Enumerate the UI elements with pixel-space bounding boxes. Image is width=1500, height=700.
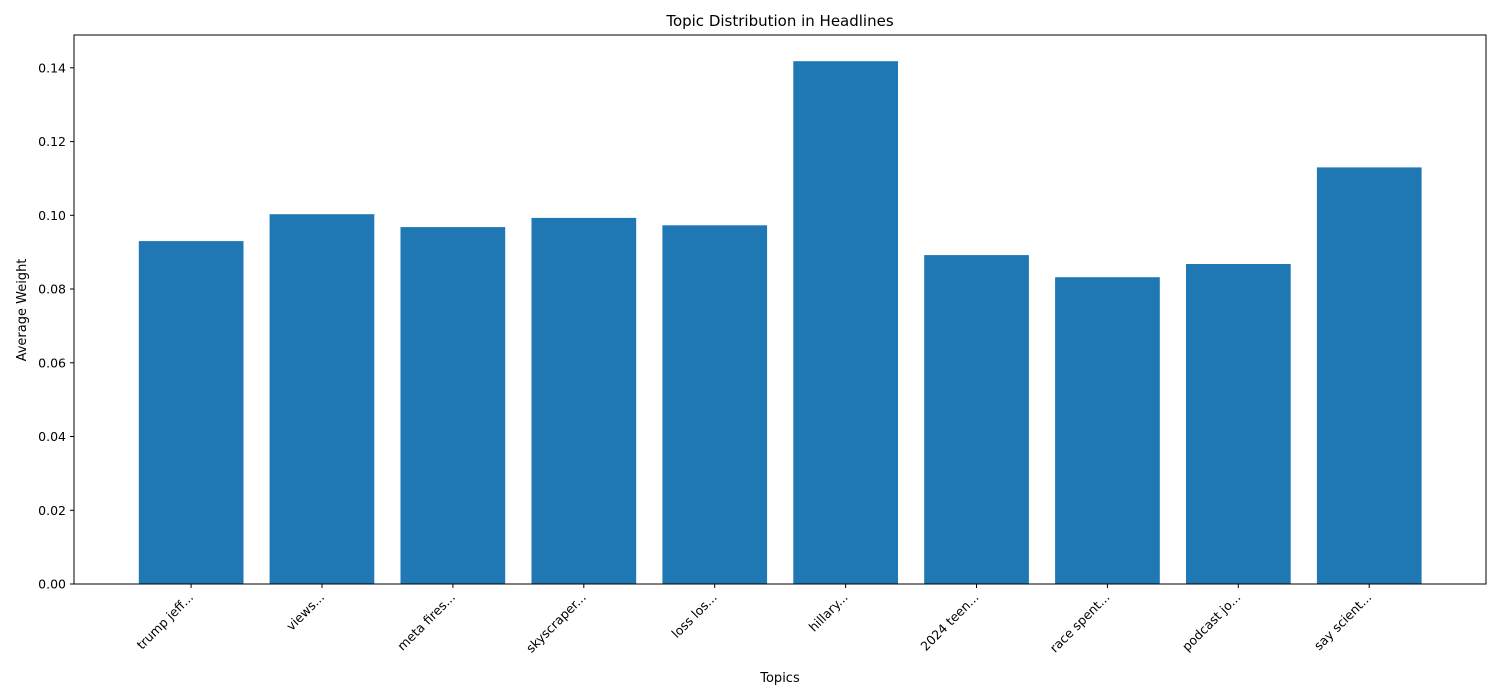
x-tick-label: say scient... <box>1311 590 1375 654</box>
bar <box>1316 167 1422 584</box>
x-tick-label: podcast jo... <box>1179 590 1244 655</box>
y-tick-label: 0.12 <box>38 134 66 149</box>
bar <box>1055 277 1160 584</box>
y-tick-label: 0.06 <box>38 355 66 370</box>
x-tick-label: hillary... <box>806 590 851 635</box>
bars-group <box>138 61 1422 585</box>
chart-title: Topic Distribution in Headlines <box>665 12 894 30</box>
x-tick-label: race spent... <box>1047 590 1113 656</box>
x-axis: trump jeff... views... meta fires... skyscr… <box>133 584 1374 656</box>
bar <box>924 255 1029 584</box>
bar <box>400 227 506 584</box>
x-tick-label: trump jeff... <box>133 590 196 653</box>
y-tick-label: 0.14 <box>38 60 66 75</box>
y-axis: 0.00 0.02 0.04 0.06 0.08 0.10 0.12 0.14 <box>38 60 74 592</box>
y-tick-label: 0.02 <box>38 503 66 518</box>
bar <box>1186 264 1291 584</box>
bar <box>662 225 768 585</box>
x-tick-label: loss los... <box>668 590 719 641</box>
y-axis-label: Average Weight <box>15 259 30 362</box>
bar <box>531 217 637 584</box>
y-tick-label: 0.10 <box>38 208 66 223</box>
bar <box>269 214 375 584</box>
x-tick-label: views... <box>283 590 327 634</box>
y-tick-label: 0.00 <box>38 577 66 592</box>
x-tick-label: 2024 teen... <box>917 590 981 654</box>
y-tick-label: 0.08 <box>38 282 66 297</box>
x-axis-label: Topics <box>759 671 800 686</box>
x-tick-label: meta fires... <box>394 590 458 654</box>
x-tick-label: skyscraper... <box>523 590 589 656</box>
y-tick-label: 0.04 <box>38 429 66 444</box>
bar <box>793 61 898 584</box>
bar <box>138 241 244 584</box>
plot-frame <box>73 34 1487 585</box>
